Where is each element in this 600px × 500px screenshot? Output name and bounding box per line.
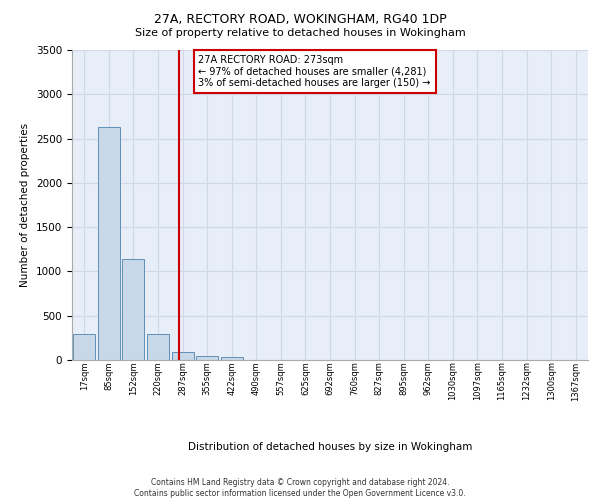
Bar <box>122 259 145 360</box>
Text: Distribution of detached houses by size in Wokingham: Distribution of detached houses by size … <box>188 442 472 452</box>
Text: Contains HM Land Registry data © Crown copyright and database right 2024.
Contai: Contains HM Land Registry data © Crown c… <box>134 478 466 498</box>
Bar <box>98 127 120 360</box>
Text: Size of property relative to detached houses in Wokingham: Size of property relative to detached ho… <box>134 28 466 38</box>
Bar <box>147 334 169 360</box>
Bar <box>172 352 194 360</box>
Bar <box>196 356 218 360</box>
Y-axis label: Number of detached properties: Number of detached properties <box>20 123 31 287</box>
Text: 27A, RECTORY ROAD, WOKINGHAM, RG40 1DP: 27A, RECTORY ROAD, WOKINGHAM, RG40 1DP <box>154 12 446 26</box>
Bar <box>73 334 95 360</box>
Text: 27A RECTORY ROAD: 273sqm
← 97% of detached houses are smaller (4,281)
3% of semi: 27A RECTORY ROAD: 273sqm ← 97% of detach… <box>199 54 431 88</box>
Bar <box>221 358 243 360</box>
